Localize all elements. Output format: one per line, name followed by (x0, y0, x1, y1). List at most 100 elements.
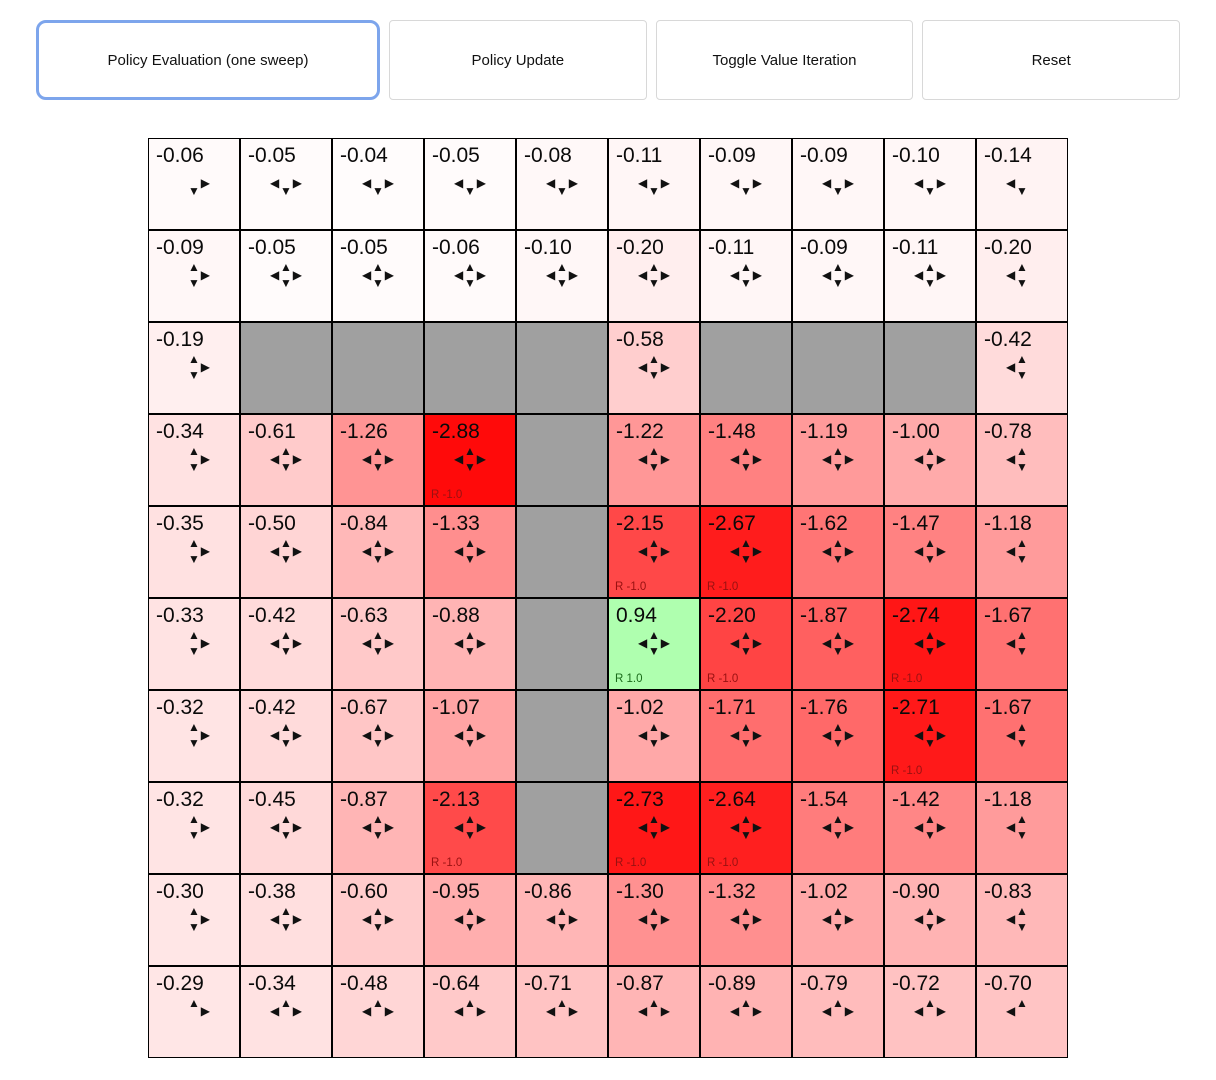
grid-cell[interactable]: -2.74 ▲ ▼ ◀ ▶ R -1.0 (884, 598, 976, 690)
grid-cell[interactable]: -0.42 ▲ ▼ ◀ (976, 322, 1068, 414)
grid-cell[interactable]: -0.08 ▼ ◀ ▶ (516, 138, 608, 230)
grid-cell[interactable]: -0.05 ▼ ◀ ▶ (424, 138, 516, 230)
grid-cell[interactable]: -2.15 ▲ ▼ ◀ ▶ R -1.0 (608, 506, 700, 598)
grid-cell[interactable]: -0.64 ▲ ◀ ▶ (424, 966, 516, 1058)
grid-cell[interactable]: -0.33 ▲ ▼ ▶ (148, 598, 240, 690)
grid-cell[interactable]: -2.13 ▲ ▼ ◀ ▶ R -1.0 (424, 782, 516, 874)
grid-cell[interactable]: -0.32 ▲ ▼ ▶ (148, 782, 240, 874)
grid-cell[interactable]: -2.88 ▲ ▼ ◀ ▶ R -1.0 (424, 414, 516, 506)
grid-cell[interactable]: -2.71 ▲ ▼ ◀ ▶ R -1.0 (884, 690, 976, 782)
toggle-value-iteration-button[interactable]: Toggle Value Iteration (655, 20, 914, 100)
grid-cell[interactable]: -1.71 ▲ ▼ ◀ ▶ (700, 690, 792, 782)
grid-cell[interactable]: -0.09 ▼ ◀ ▶ (792, 138, 884, 230)
grid-cell[interactable]: -0.30 ▲ ▼ ▶ (148, 874, 240, 966)
grid-cell[interactable]: -1.87 ▲ ▼ ◀ ▶ (792, 598, 884, 690)
grid-cell[interactable]: -0.11 ▼ ◀ ▶ (608, 138, 700, 230)
policy-arrows-icon: ▲ ▼ ◀ ▶ (822, 628, 854, 659)
grid-cell[interactable]: -0.95 ▲ ▼ ◀ ▶ (424, 874, 516, 966)
grid-cell[interactable]: -0.11 ▲ ▼ ◀ ▶ (884, 230, 976, 322)
grid-cell[interactable]: -0.09 ▲ ▼ ▶ (148, 230, 240, 322)
grid-cell[interactable]: -0.78 ▲ ▼ ◀ (976, 414, 1068, 506)
grid-cell[interactable]: -1.47 ▲ ▼ ◀ ▶ (884, 506, 976, 598)
grid-cell[interactable]: -0.42 ▲ ▼ ◀ ▶ (240, 690, 332, 782)
grid-cell[interactable]: -1.42 ▲ ▼ ◀ ▶ (884, 782, 976, 874)
grid-cell[interactable]: -0.45 ▲ ▼ ◀ ▶ (240, 782, 332, 874)
grid-cell[interactable]: -0.48 ▲ ◀ ▶ (332, 966, 424, 1058)
grid-cell[interactable]: -0.11 ▲ ▼ ◀ ▶ (700, 230, 792, 322)
grid-cell[interactable]: -0.42 ▲ ▼ ◀ ▶ (240, 598, 332, 690)
grid-cell[interactable]: -0.88 ▲ ▼ ◀ ▶ (424, 598, 516, 690)
grid-cell[interactable]: -0.87 ▲ ▼ ◀ ▶ (332, 782, 424, 874)
grid-cell[interactable]: -0.29 ▲ ▶ (148, 966, 240, 1058)
grid-cell[interactable]: -0.34 ▲ ◀ ▶ (240, 966, 332, 1058)
grid-cell[interactable]: -0.09 ▲ ▼ ◀ ▶ (792, 230, 884, 322)
wall-cell (884, 322, 976, 414)
grid-cell[interactable]: -0.32 ▲ ▼ ▶ (148, 690, 240, 782)
policy-arrows-icon: ▲ ▼ ◀ (1006, 812, 1028, 843)
grid-cell[interactable]: -2.20 ▲ ▼ ◀ ▶ R -1.0 (700, 598, 792, 690)
grid-cell[interactable]: -2.67 ▲ ▼ ◀ ▶ R -1.0 (700, 506, 792, 598)
grid-cell[interactable]: -0.05 ▲ ▼ ◀ ▶ (332, 230, 424, 322)
grid-cell[interactable]: -0.10 ▲ ▼ ◀ ▶ (516, 230, 608, 322)
grid-cell[interactable]: -0.79 ▲ ◀ ▶ (792, 966, 884, 1058)
grid-cell[interactable]: -0.06 ▼ ▶ (148, 138, 240, 230)
grid-cell[interactable]: -1.30 ▲ ▼ ◀ ▶ (608, 874, 700, 966)
grid-cell[interactable]: -0.63 ▲ ▼ ◀ ▶ (332, 598, 424, 690)
grid-cell[interactable]: -1.18 ▲ ▼ ◀ (976, 506, 1068, 598)
grid-cell[interactable]: -1.00 ▲ ▼ ◀ ▶ (884, 414, 976, 506)
grid-cell[interactable]: -0.20 ▲ ▼ ◀ (976, 230, 1068, 322)
grid-cell[interactable]: -0.10 ▼ ◀ ▶ (884, 138, 976, 230)
grid-cell[interactable]: -1.54 ▲ ▼ ◀ ▶ (792, 782, 884, 874)
grid-cell[interactable]: -0.60 ▲ ▼ ◀ ▶ (332, 874, 424, 966)
grid-cell[interactable]: -2.73 ▲ ▼ ◀ ▶ R -1.0 (608, 782, 700, 874)
grid-cell[interactable]: -1.18 ▲ ▼ ◀ (976, 782, 1068, 874)
grid-cell[interactable]: -0.87 ▲ ◀ ▶ (608, 966, 700, 1058)
grid-cell[interactable]: -0.34 ▲ ▼ ▶ (148, 414, 240, 506)
policy-update-button[interactable]: Policy Update (389, 20, 647, 100)
grid-cell[interactable]: -0.06 ▲ ▼ ◀ ▶ (424, 230, 516, 322)
grid-cell[interactable]: -1.22 ▲ ▼ ◀ ▶ (608, 414, 700, 506)
grid-cell[interactable]: -0.58 ▲ ▼ ◀ ▶ (608, 322, 700, 414)
state-value: -0.71 (524, 972, 572, 995)
reset-button[interactable]: Reset (922, 20, 1181, 100)
grid-cell[interactable]: -0.72 ▲ ◀ ▶ (884, 966, 976, 1058)
grid-cell[interactable]: -0.70 ▲ ◀ (976, 966, 1068, 1058)
grid-cell[interactable]: -0.67 ▲ ▼ ◀ ▶ (332, 690, 424, 782)
grid-cell[interactable]: -0.05 ▲ ▼ ◀ ▶ (240, 230, 332, 322)
grid-cell[interactable]: -0.14 ▼ ◀ (976, 138, 1068, 230)
grid-cell[interactable]: -1.02 ▲ ▼ ◀ ▶ (792, 874, 884, 966)
grid-cell[interactable]: -0.84 ▲ ▼ ◀ ▶ (332, 506, 424, 598)
grid-cell[interactable]: -0.20 ▲ ▼ ◀ ▶ (608, 230, 700, 322)
grid-cell[interactable]: -0.86 ▲ ▼ ◀ ▶ (516, 874, 608, 966)
grid-cell[interactable]: -1.33 ▲ ▼ ◀ ▶ (424, 506, 516, 598)
grid-cell[interactable]: -1.48 ▲ ▼ ◀ ▶ (700, 414, 792, 506)
grid-cell[interactable]: -0.89 ▲ ◀ ▶ (700, 966, 792, 1058)
grid-cell[interactable]: -1.26 ▲ ▼ ◀ ▶ (332, 414, 424, 506)
grid-cell[interactable]: -1.76 ▲ ▼ ◀ ▶ (792, 690, 884, 782)
state-value: -1.87 (800, 604, 848, 627)
policy-evaluation-button[interactable]: Policy Evaluation (one sweep) (36, 20, 380, 100)
grid-cell[interactable]: -0.71 ▲ ◀ ▶ (516, 966, 608, 1058)
state-value: -0.64 (432, 972, 480, 995)
grid-cell[interactable]: -1.19 ▲ ▼ ◀ ▶ (792, 414, 884, 506)
grid-cell[interactable]: -1.02 ▲ ▼ ◀ ▶ (608, 690, 700, 782)
grid-cell[interactable]: -0.35 ▲ ▼ ▶ (148, 506, 240, 598)
grid-cell[interactable]: -1.67 ▲ ▼ ◀ (976, 598, 1068, 690)
grid-cell[interactable]: -1.07 ▲ ▼ ◀ ▶ (424, 690, 516, 782)
grid-cell[interactable]: 0.94 ▲ ▼ ◀ ▶ R 1.0 (608, 598, 700, 690)
grid-cell[interactable]: -0.19 ▲ ▼ ▶ (148, 322, 240, 414)
grid-cell[interactable]: -1.32 ▲ ▼ ◀ ▶ (700, 874, 792, 966)
grid-cell[interactable]: -0.90 ▲ ▼ ◀ ▶ (884, 874, 976, 966)
policy-arrows-icon: ▲ ▼ ◀ ▶ (270, 720, 302, 751)
grid-cell[interactable]: -1.62 ▲ ▼ ◀ ▶ (792, 506, 884, 598)
grid-cell[interactable]: -1.67 ▲ ▼ ◀ (976, 690, 1068, 782)
grid-cell[interactable]: -0.04 ▼ ◀ ▶ (332, 138, 424, 230)
state-value: -0.87 (616, 972, 664, 995)
grid-cell[interactable]: -0.38 ▲ ▼ ◀ ▶ (240, 874, 332, 966)
grid-cell[interactable]: -2.64 ▲ ▼ ◀ ▶ R -1.0 (700, 782, 792, 874)
grid-cell[interactable]: -0.09 ▼ ◀ ▶ (700, 138, 792, 230)
grid-cell[interactable]: -0.05 ▼ ◀ ▶ (240, 138, 332, 230)
grid-cell[interactable]: -0.50 ▲ ▼ ◀ ▶ (240, 506, 332, 598)
grid-cell[interactable]: -0.83 ▲ ▼ ◀ (976, 874, 1068, 966)
grid-cell[interactable]: -0.61 ▲ ▼ ◀ ▶ (240, 414, 332, 506)
